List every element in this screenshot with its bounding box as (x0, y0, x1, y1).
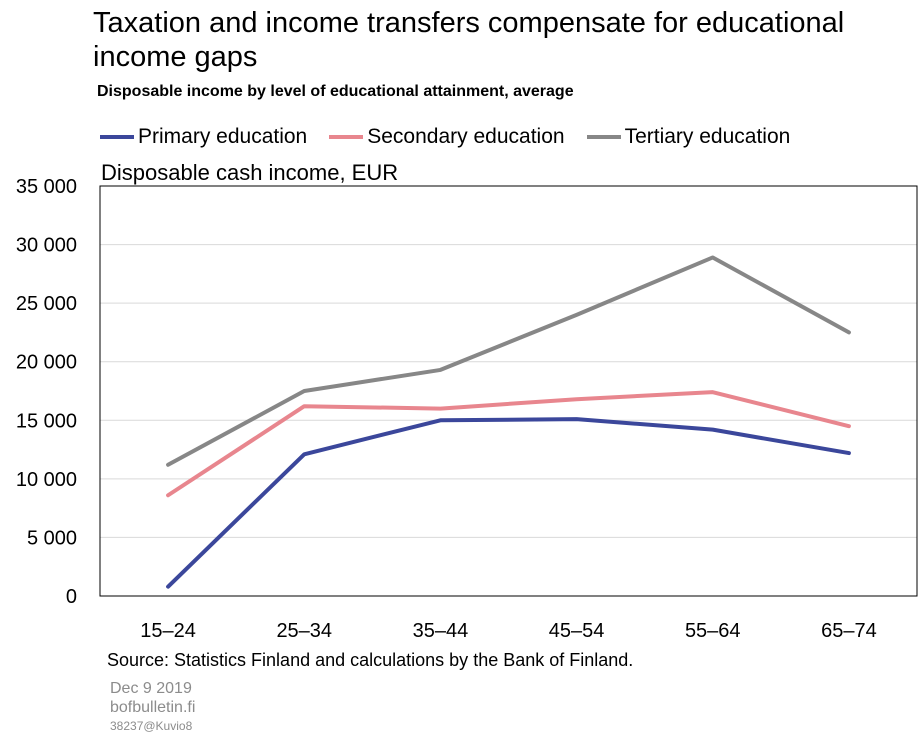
series-line-tertiary (166, 255, 851, 467)
y-tick-label: 5 000 (27, 527, 77, 549)
legend-swatch-primary (100, 135, 134, 139)
legend-label-tertiary: Tertiary education (624, 125, 791, 148)
legend-item-primary: Primary education (100, 125, 307, 149)
y-tick-label: 15 000 (16, 410, 77, 432)
publish-date: Dec 9 2019 (110, 680, 192, 697)
source-note: Source: Statistics Finland and calculati… (107, 650, 634, 670)
legend-label-primary: Primary education (138, 125, 308, 148)
legend-label-secondary: Secondary education (367, 125, 565, 148)
site-name: bofbulletin.fi (110, 699, 196, 716)
chart-subtitle: Disposable income by level of educationa… (97, 83, 574, 100)
legend-swatch-secondary (329, 135, 364, 139)
x-tick-label: 45–54 (549, 620, 605, 642)
figure-id: 38237@Kuvio8 (110, 719, 193, 733)
y-axis-label: Disposable cash income, EUR (101, 160, 399, 185)
x-tick-label: 25–34 (276, 620, 332, 642)
x-tick-label: 15–24 (140, 620, 196, 642)
legend-swatch-tertiary (586, 135, 621, 139)
y-tick-label: 30 000 (16, 235, 77, 257)
y-tick-label: 20 000 (16, 352, 77, 374)
y-tick-label: 10 000 (16, 469, 77, 491)
x-tick-label: 55–64 (685, 620, 741, 642)
y-tick-label: 25 000 (16, 293, 77, 315)
x-tick-label: 65–74 (821, 620, 877, 642)
legend: Primary education Secondary education Te… (100, 124, 812, 150)
y-tick-label: 35 000 (16, 176, 77, 198)
chart-title: Taxation and income transfers compensate… (93, 7, 845, 73)
x-tick-label: 35–44 (413, 620, 469, 642)
y-tick-label: 0 (66, 586, 77, 608)
series-line-primary (166, 417, 851, 589)
legend-item-tertiary: Tertiary education (586, 125, 791, 149)
plot-frame (99, 185, 918, 597)
legend-item-secondary: Secondary education (329, 125, 565, 149)
series-line-secondary (166, 390, 851, 498)
